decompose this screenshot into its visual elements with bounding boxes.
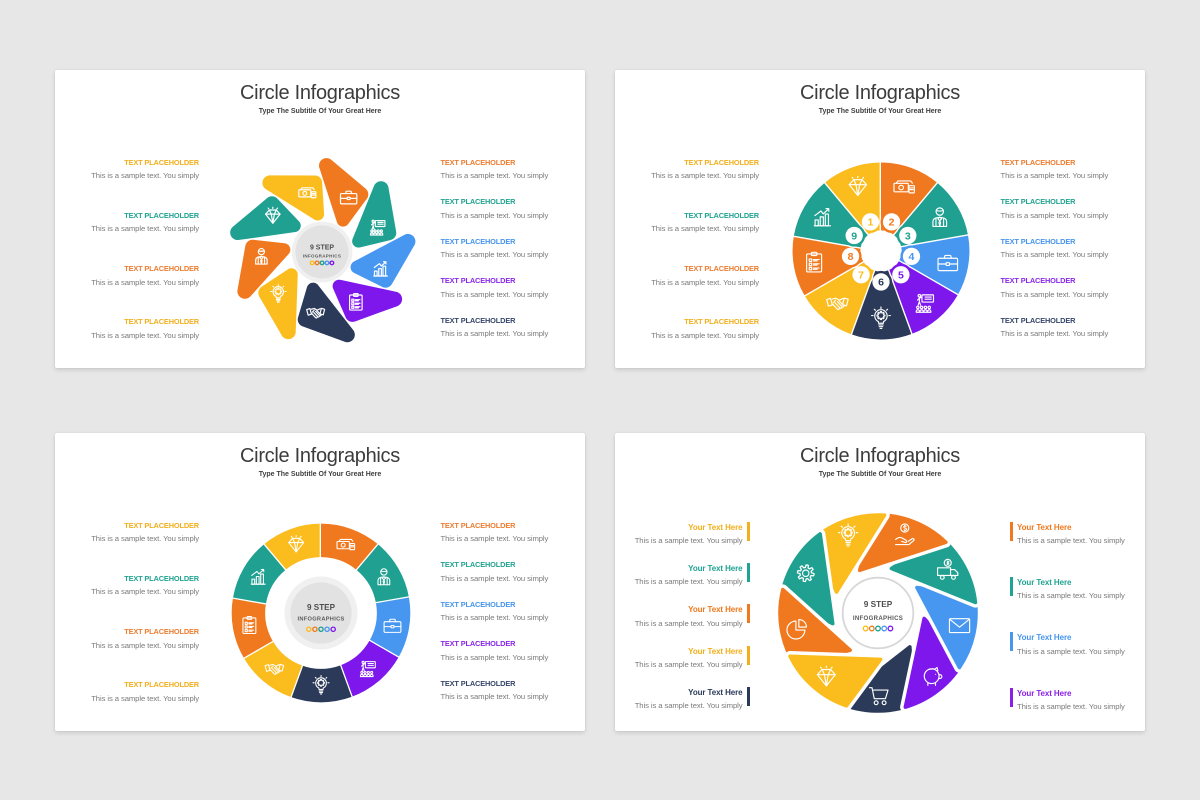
- svg-text:8: 8: [847, 251, 853, 263]
- svg-text:5: 5: [897, 269, 903, 281]
- svg-text:3: 3: [904, 230, 910, 242]
- svg-text:9 STEP: 9 STEP: [864, 599, 893, 609]
- svg-text:7: 7: [858, 269, 864, 281]
- svg-text:2: 2: [888, 217, 894, 229]
- svg-text:4: 4: [908, 251, 914, 263]
- svg-text:1: 1: [867, 217, 873, 229]
- svg-text:9 STEP: 9 STEP: [307, 603, 336, 612]
- svg-text:9 STEP: 9 STEP: [309, 245, 333, 252]
- svg-text:9: 9: [851, 230, 857, 242]
- svg-text:INFOGRAPHICS: INFOGRAPHICS: [302, 253, 340, 258]
- svg-text:INFOGRAPHICS: INFOGRAPHICS: [853, 615, 903, 622]
- svg-text:6: 6: [878, 277, 884, 289]
- svg-text:INFOGRAPHICS: INFOGRAPHICS: [297, 617, 344, 623]
